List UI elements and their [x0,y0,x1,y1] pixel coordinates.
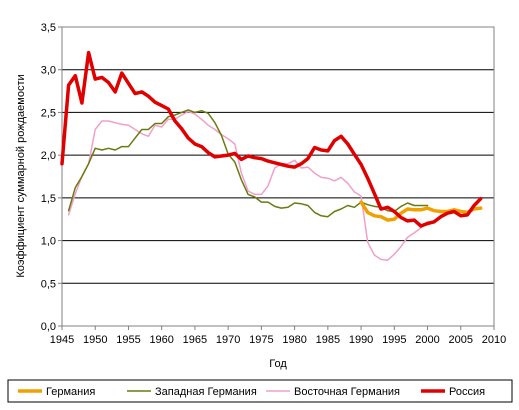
x-tick-label: 1985 [316,334,340,346]
series-line-1 [359,200,483,222]
x-tick-label: 2010 [482,334,506,346]
legend-label: Россия [449,386,485,398]
legend: Германия Западная Германия Восточная Герма… [7,379,513,403]
x-tick-label: 1995 [382,334,406,346]
x-tick-label: 1955 [116,334,140,346]
y-tick-label: 0,0 [41,321,56,333]
y-tick-label: 1,0 [41,236,56,248]
plot-area-frame [61,26,495,327]
x-tick-label: 1950 [83,334,107,346]
series-line-3 [67,110,429,261]
y-tick-label: 2,5 [41,107,56,119]
y-tick-label: 2,0 [41,150,56,162]
y-tick-label: 3,0 [41,65,56,77]
x-tick-label: 1990 [349,334,373,346]
y-tick-label: 1,5 [41,193,56,205]
legend-label: Германия [46,386,95,398]
x-tick-label: 1960 [149,334,173,346]
x-tick-label: 2000 [415,334,439,346]
legend-label: Восточная Германия [294,386,400,398]
y-tick-label: 3,5 [41,22,56,34]
x-tick-label: 1945 [50,334,74,346]
x-axis-label: Год [269,358,287,370]
x-tick-label: 2005 [449,334,473,346]
gridlines [62,69,494,284]
legend-label: Западная Германия [155,386,257,398]
series-line-4 [60,50,483,228]
x-tick-label: 1975 [249,334,273,346]
legend-frame [7,379,513,403]
series-line-2 [67,109,429,218]
y-axis-label: Коэффициент суммарной рождаемости [15,74,27,277]
series-lines [60,50,483,261]
y-axis-ticks: 0,0 0,5 1,0 1,5 2,0 2,5 3,0 3,5 [41,22,62,333]
y-tick-label: 0,5 [41,278,56,290]
x-tick-label: 1965 [183,334,207,346]
x-tick-label: 1970 [216,334,240,346]
x-axis-ticks: 1945 1950 1955 1960 1965 1970 1975 1980 1985 1990… [50,326,506,346]
x-tick-label: 1980 [282,334,306,346]
